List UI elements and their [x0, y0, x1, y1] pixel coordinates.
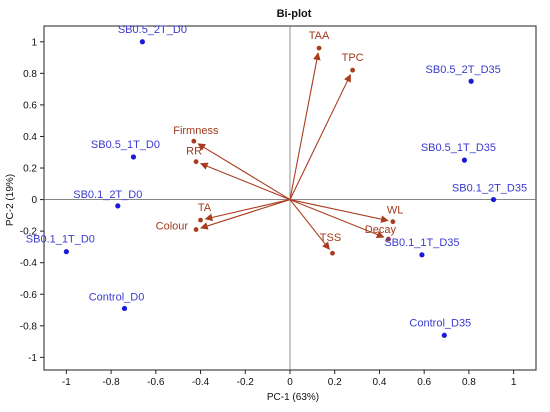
axes: -1 -0.8 -0.6 -0.4 -0.2 0 0.2 0.4 0.6 0.8 1 1 0.8 0.6 0…	[20, 25, 537, 388]
loading-label: RR	[186, 146, 202, 158]
y-tick-label: 0.2	[23, 164, 37, 175]
score-point	[121, 305, 128, 312]
score-point	[441, 332, 447, 338]
score-label: SB0.1_1T_D35	[384, 237, 459, 249]
loading-arrow	[289, 199, 389, 223]
loading-arrow	[289, 52, 321, 200]
loading-label: WL	[387, 205, 404, 217]
x-tick-label: -1	[62, 377, 71, 388]
score-label: SB0.1_1T_D0	[26, 234, 95, 246]
loading-label: TSS	[320, 232, 341, 244]
score-label: SB0.5_1T_D35	[421, 142, 496, 154]
score-point	[130, 154, 137, 160]
x-tick-label: -0.8	[102, 377, 120, 388]
score-point	[490, 196, 497, 203]
score-point	[63, 249, 69, 255]
loading-label: Colour	[156, 221, 189, 233]
x-tick-label: 0.4	[373, 377, 387, 388]
loading-point	[350, 67, 356, 73]
y-tick-label: -0.6	[20, 290, 38, 301]
chart-title: Bi-plot	[277, 8, 312, 20]
y-axis-title: PC-2 (19%)	[5, 174, 16, 226]
loading-point	[193, 227, 199, 232]
x-tick-label: -0.4	[192, 377, 210, 388]
loading-point	[390, 219, 396, 225]
loading-arrow	[289, 73, 351, 200]
y-tick-label: -1	[28, 353, 37, 364]
loading-point	[198, 217, 203, 223]
x-tick-label: 0.8	[462, 377, 476, 388]
score-label: SB0.1_2T_D35	[452, 183, 527, 195]
y-tick-label: -0.8	[20, 321, 38, 332]
loading-label: Decay	[365, 224, 397, 236]
loading-point	[191, 138, 197, 144]
loading-arrow	[200, 199, 291, 230]
loading-point	[330, 250, 335, 256]
score-label: Control_D0	[89, 291, 145, 303]
y-tick-label: -0.4	[20, 258, 38, 269]
loading-arrow	[289, 199, 385, 239]
loading-arrow	[204, 199, 291, 222]
loading-arrow	[199, 162, 291, 201]
loading-arrow	[289, 199, 330, 250]
loading-arrow	[197, 143, 291, 201]
y-tick-label: 0.6	[23, 100, 37, 111]
loading-label: TAA	[309, 30, 330, 42]
loading-point	[193, 159, 199, 165]
loading-label: Firmness	[173, 125, 219, 137]
loading-label: TPC	[342, 52, 364, 64]
y-tick-label: -0.2	[20, 227, 38, 238]
loading-label: TA	[198, 202, 212, 214]
score-point	[419, 252, 425, 258]
y-tick-label: 0.4	[23, 132, 37, 143]
score-point	[139, 39, 145, 45]
x-tick-label: -0.6	[147, 377, 165, 388]
loading-point	[386, 236, 391, 242]
score-label: SB0.1_2T_D0	[73, 189, 142, 201]
score-label: SB0.5_1T_D0	[91, 139, 160, 151]
x-tick-label: 0.6	[417, 377, 431, 388]
score-label: SB0.5_2T_D0	[118, 24, 187, 36]
y-tick-label: 0	[31, 195, 37, 206]
loadings-layer: TAA TPC Firmness RR TA Colour WL Decay TSS	[156, 30, 404, 256]
score-point	[461, 157, 468, 163]
y-tick-label: 1	[31, 37, 37, 48]
y-tick-label: 0.8	[23, 69, 37, 80]
score-point	[468, 78, 474, 84]
x-axis-title: PC-1 (63%)	[267, 392, 319, 403]
x-tick-label: 0.2	[328, 377, 342, 388]
loading-point	[316, 45, 322, 51]
x-tick-label: 1	[511, 377, 517, 388]
scores-layer: SB0.5_2T_D0 SB0.5_1T_D0 SB0.1_2T_D0 SB0.1_1…	[26, 24, 527, 338]
score-label: SB0.5_2T_D35	[426, 64, 501, 76]
score-label: Control_D35	[409, 317, 471, 329]
x-tick-label: -0.2	[237, 377, 255, 388]
x-tick-label: 0	[287, 377, 293, 388]
score-point	[115, 203, 121, 209]
